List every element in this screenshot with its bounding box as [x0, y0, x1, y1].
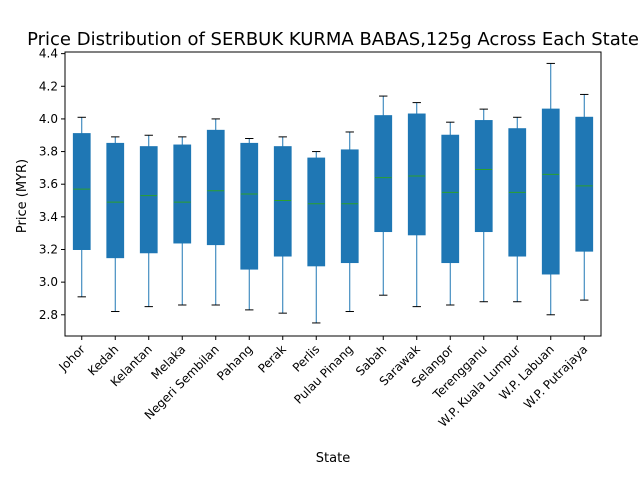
- iqr-box: [541, 108, 560, 275]
- y-tick-label: 3.4: [39, 210, 58, 224]
- iqr-box: [273, 146, 292, 257]
- iqr-box: [407, 113, 426, 236]
- box-group: [106, 136, 125, 313]
- iqr-box: [307, 157, 326, 267]
- iqr-box: [240, 142, 259, 270]
- iqr-box: [340, 149, 359, 264]
- y-tick-label: 2.8: [39, 308, 58, 322]
- iqr-box: [173, 144, 192, 244]
- y-axis: 2.8 3.0 3.2 3.4 3.6 3.8 4.0 4.2 4.4: [39, 47, 65, 322]
- iqr-box: [374, 115, 393, 233]
- box-group: [340, 131, 359, 313]
- iqr-box: [106, 142, 125, 259]
- box-group: [407, 102, 426, 308]
- box-group: [541, 62, 560, 316]
- box-group: [575, 93, 594, 301]
- plot-area: [72, 62, 594, 324]
- y-tick-label: 3.2: [39, 242, 58, 256]
- box-group: [441, 121, 460, 306]
- box-group: [206, 118, 225, 306]
- y-tick-label: 3.6: [39, 177, 58, 191]
- x-axis-label: State: [316, 451, 350, 466]
- box-group: [72, 116, 91, 298]
- iqr-box: [139, 146, 158, 254]
- y-tick-label: 3.0: [39, 275, 58, 289]
- plot-frame: [64, 51, 602, 337]
- x-tick-label: Pahang: [214, 342, 255, 383]
- box-group: [173, 136, 192, 306]
- x-tick-label: Perak: [255, 342, 289, 376]
- box-group: [508, 116, 527, 303]
- box-group: [474, 108, 493, 303]
- iqr-box: [72, 133, 91, 250]
- y-tick-label: 4.2: [39, 79, 58, 93]
- iqr-box: [575, 116, 594, 252]
- x-tick-label: Johor: [56, 342, 88, 374]
- box-group: [240, 138, 259, 311]
- chart-title: Price Distribution of SERBUK KURMA BABAS…: [27, 29, 639, 50]
- y-axis-label: Price (MYR): [15, 159, 30, 233]
- box-group: [374, 95, 393, 296]
- iqr-box: [474, 120, 493, 233]
- box-group: [139, 134, 158, 308]
- y-tick-label: 3.8: [39, 145, 58, 159]
- y-tick-label: 4.4: [39, 47, 58, 61]
- box-group: [307, 151, 326, 324]
- x-tick-label: Pulau Pinang: [291, 342, 356, 407]
- y-tick-label: 4.0: [39, 112, 58, 126]
- box-group: [273, 136, 292, 314]
- iqr-box: [206, 129, 225, 246]
- iqr-box: [441, 134, 460, 264]
